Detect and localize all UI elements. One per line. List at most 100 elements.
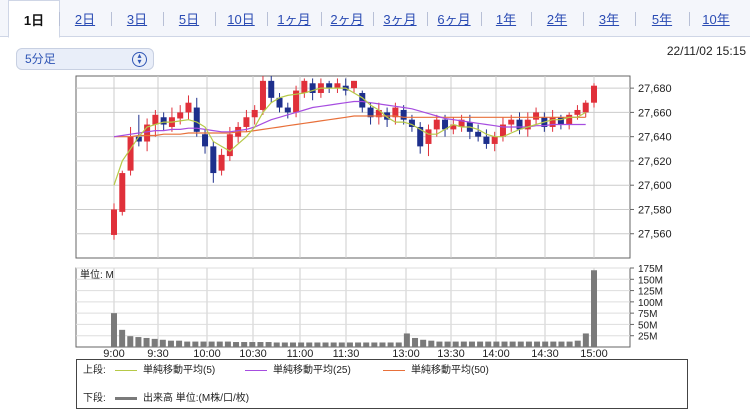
volume-bar <box>233 342 240 347</box>
candle-body <box>549 117 556 127</box>
x-tick-label: 13:30 <box>437 348 465 360</box>
volume-bar <box>338 342 345 347</box>
volume-bar <box>477 341 484 347</box>
candle-body <box>442 119 449 130</box>
volume-tick-label: 175M <box>638 264 663 275</box>
tab-10[interactable]: 1年 <box>495 12 517 27</box>
volume-bar <box>363 342 370 347</box>
tab-6[interactable]: 1ヶ月 <box>277 12 311 27</box>
volume-tick-label: 25M <box>638 332 657 343</box>
price-tick-label: 27,560 <box>638 229 672 241</box>
x-tick-label: 14:00 <box>482 348 510 360</box>
volume-bar <box>428 340 435 347</box>
candle-body <box>367 107 374 118</box>
candle-body <box>243 117 250 127</box>
volume-bar <box>273 342 280 347</box>
volume-tick-label: 150M <box>638 275 663 286</box>
interval-select[interactable]: 5分足 ▴ ▾ <box>16 48 154 70</box>
candle-body <box>185 102 192 113</box>
volume-bar <box>403 333 410 347</box>
x-tick-label: 11:00 <box>287 348 314 360</box>
volume-bar <box>371 342 378 347</box>
volume-bar <box>151 338 158 347</box>
volume-bar <box>306 342 313 347</box>
tab-separator <box>321 12 322 26</box>
volume-bar <box>574 340 581 347</box>
volume-tick-label: 50M <box>638 320 657 331</box>
legend-ma25: 単純移動平均(25) <box>245 364 405 378</box>
candle-body <box>144 124 151 142</box>
tab-14[interactable]: 10年 <box>702 12 730 27</box>
volume-bar <box>420 339 427 347</box>
volume-bar <box>436 341 443 347</box>
volume-bar <box>184 341 191 347</box>
x-tick-label: 9:00 <box>103 348 124 360</box>
x-tick-label: 10:30 <box>239 348 267 360</box>
volume-bar <box>159 339 166 347</box>
candle-body <box>111 209 117 235</box>
candle-body <box>574 109 581 115</box>
candle-body <box>400 109 407 120</box>
candle-body <box>301 80 308 93</box>
tab-9[interactable]: 6ヶ月 <box>437 12 471 27</box>
volume-bar <box>542 341 549 347</box>
tab-4[interactable]: 5日 <box>178 12 200 27</box>
volume-bar <box>281 342 288 347</box>
volume-unit-label: 単位: M <box>80 268 114 281</box>
volume-bar <box>330 342 337 347</box>
volume-bar <box>395 342 402 347</box>
volume-bar <box>525 341 532 347</box>
candle-body <box>334 83 341 89</box>
tab-2[interactable]: 2日 <box>74 12 96 27</box>
candle-body <box>533 112 540 120</box>
volume-bar <box>379 342 386 347</box>
volume-bar <box>582 333 589 347</box>
tab-separator <box>215 12 216 26</box>
tab-3[interactable]: 3日 <box>126 12 148 27</box>
legend-volume-label: 出来高 単位:(M株/口/枚) <box>143 393 250 404</box>
volume-bar <box>452 341 459 347</box>
volume-bar <box>412 337 419 347</box>
legend-ma25-label: 単純移動平均(25) <box>273 365 351 376</box>
tab-1[interactable]: 1日 <box>8 0 60 38</box>
candle-body <box>135 136 142 142</box>
volume-bar <box>135 337 142 347</box>
candle-body <box>160 117 167 125</box>
candle-body <box>524 119 531 130</box>
volume-bar <box>167 340 174 347</box>
price-tick-label: 27,640 <box>638 132 672 144</box>
tab-separator <box>427 12 428 26</box>
candle-body <box>284 107 291 113</box>
volume-bar <box>224 341 231 347</box>
candle-body <box>508 119 515 125</box>
legend-ma5: 単純移動平均(5) <box>115 364 275 378</box>
volume-bar <box>127 336 134 347</box>
candle-body <box>309 83 316 93</box>
candle-body <box>375 109 382 118</box>
volume-bar <box>208 341 215 347</box>
tab-separator <box>111 12 112 26</box>
tab-separator <box>689 12 690 26</box>
volume-bar <box>355 342 362 347</box>
tab-13[interactable]: 5年 <box>651 12 673 27</box>
candle-body <box>276 97 283 108</box>
x-tick-label: 9:30 <box>147 348 168 360</box>
tab-8[interactable]: 3ヶ月 <box>383 12 417 27</box>
candle-body <box>152 114 159 125</box>
legend-ma5-label: 単純移動平均(5) <box>143 365 216 376</box>
volume-bar <box>517 341 524 347</box>
tab-7[interactable]: 2ヶ月 <box>330 12 364 27</box>
legend-ma50: 単純移動平均(50) <box>383 364 543 378</box>
candle-body <box>516 119 523 130</box>
volume-bar <box>143 337 150 347</box>
tab-12[interactable]: 3年 <box>598 12 620 27</box>
ma5-swatch <box>115 370 137 371</box>
candle-body <box>425 129 432 144</box>
tab-11[interactable]: 2年 <box>546 12 568 27</box>
volume-bar <box>534 341 541 347</box>
candle-body <box>582 102 589 113</box>
price-tick-label: 27,620 <box>638 156 672 168</box>
tab-5[interactable]: 10日 <box>227 12 255 27</box>
legend-ma50-label: 単純移動平均(50) <box>411 365 489 376</box>
volume-bar <box>501 341 508 347</box>
